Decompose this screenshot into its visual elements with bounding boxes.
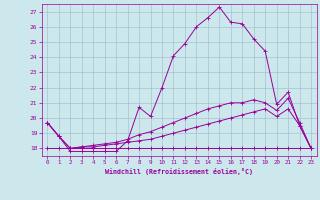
X-axis label: Windchill (Refroidissement éolien,°C): Windchill (Refroidissement éolien,°C) <box>105 168 253 175</box>
